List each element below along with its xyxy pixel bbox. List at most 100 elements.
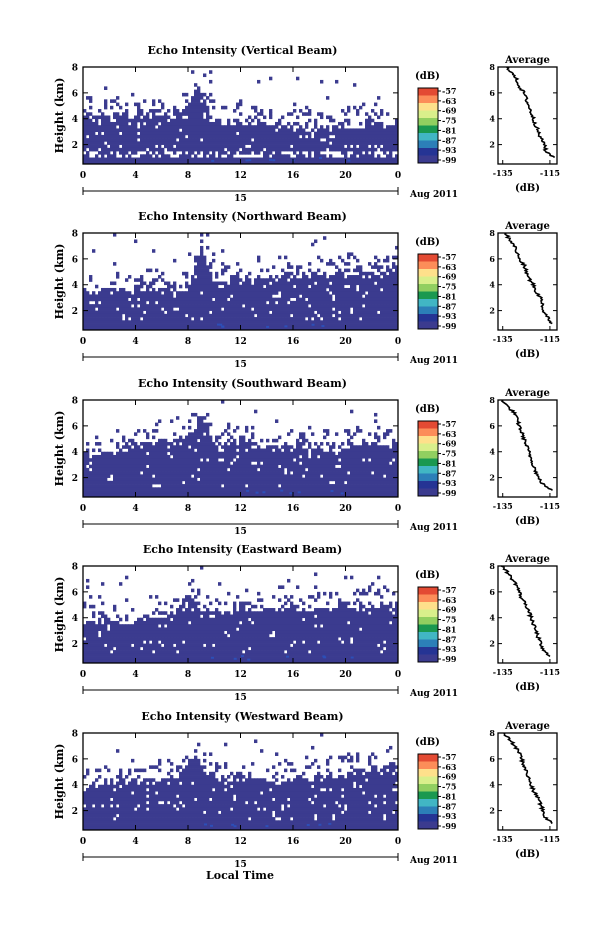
x-tick-label: 0 xyxy=(395,670,401,680)
x-tick-label: 4 xyxy=(132,504,138,514)
average-y-label: 6 xyxy=(489,587,495,597)
low-echo-mark xyxy=(210,824,214,827)
colorbar-frame xyxy=(417,253,439,330)
colorbar-tick-label: -75 xyxy=(442,282,456,292)
colorbar-tick-label: -69 xyxy=(442,272,457,282)
x-tick-label: 0 xyxy=(395,837,401,847)
y-tick-label: 2 xyxy=(72,807,78,817)
colorbar-tick-label: -75 xyxy=(442,615,456,625)
average-y-label: 8 xyxy=(489,561,495,571)
x-tick-label: 12 xyxy=(234,504,247,514)
date-day-label: 15 xyxy=(234,860,247,870)
colorbar-tick-label: -87 xyxy=(442,634,456,644)
y-tick-label: 4 xyxy=(72,614,78,624)
colorbar-segment xyxy=(418,148,438,156)
low-echo-mark xyxy=(248,159,252,162)
average-x-axis-label: (dB) xyxy=(515,682,540,693)
x-tick-label: 4 xyxy=(132,337,138,347)
y-tick-label: 4 xyxy=(72,781,78,791)
low-echo-mark xyxy=(297,491,301,494)
low-echo-mark xyxy=(216,323,220,326)
colorbar-segment xyxy=(418,473,438,482)
colorbar-segment xyxy=(418,754,438,762)
average-frame xyxy=(497,732,558,831)
colorbar-segment xyxy=(418,458,438,467)
colorbar-tick-label: -81 xyxy=(442,291,456,301)
colorbar-tick-label: -87 xyxy=(442,301,456,311)
low-echo-mark xyxy=(306,823,310,826)
low-echo-mark xyxy=(323,656,327,659)
x-tick-label: 20 xyxy=(339,171,352,181)
colorbar-unit: (dB) xyxy=(415,404,440,415)
colorbar-segment xyxy=(418,291,438,300)
colorbar-segment xyxy=(418,125,438,134)
y-axis-label: Height (km) xyxy=(53,577,66,653)
colorbar-tick-label: -99 xyxy=(442,488,457,498)
colorbar-tick-label: -57 xyxy=(442,86,456,96)
average-title: Average xyxy=(504,55,550,66)
x-tick-label: 16 xyxy=(287,670,300,680)
average-title: Average xyxy=(504,388,550,399)
y-tick-label: 4 xyxy=(72,448,78,458)
colorbar-segment xyxy=(418,639,438,648)
x-tick-label: 8 xyxy=(185,337,191,347)
low-echo-mark xyxy=(266,325,270,328)
low-echo-mark xyxy=(221,325,225,328)
colorbar-tick-label: -75 xyxy=(442,116,456,126)
colorbar-segment xyxy=(418,443,438,452)
colorbar-segment xyxy=(418,284,438,292)
y-tick-label: 8 xyxy=(72,64,78,74)
low-echo-mark xyxy=(319,156,322,159)
low-echo-mark xyxy=(262,491,266,494)
average-x-label: -135 xyxy=(493,334,513,344)
echo-field xyxy=(83,70,399,165)
y-tick-label: 6 xyxy=(72,588,78,598)
average-y-label: 2 xyxy=(489,306,495,316)
average-x-label: -115 xyxy=(540,667,560,677)
echo-field xyxy=(83,733,399,831)
low-echo-mark xyxy=(255,491,259,494)
colorbar-tick-label: -63 xyxy=(442,595,457,605)
panel-title: Echo Intensity (Westward Beam) xyxy=(141,710,343,723)
colorbar-segment xyxy=(418,594,438,603)
x-tick-label: 16 xyxy=(287,837,300,847)
x-tick-label: 0 xyxy=(80,171,86,181)
y-tick-label: 6 xyxy=(72,89,78,99)
average-y-label: 4 xyxy=(489,114,495,124)
colorbar-segment xyxy=(418,321,438,330)
colorbar-frame xyxy=(417,753,439,830)
low-echo-mark xyxy=(328,822,332,825)
panel-1: Echo Intensity (Vertical Beam) 8 6 4 2 Height… xyxy=(53,44,560,204)
y-axis-label: Height (km) xyxy=(53,744,66,820)
y-axis-label: Height (km) xyxy=(53,411,66,487)
colorbar-segment xyxy=(418,428,438,437)
x-tick-label: 0 xyxy=(80,670,86,680)
colorbar-tick-label: -63 xyxy=(442,96,457,106)
average-y-label: 2 xyxy=(489,806,495,816)
low-echo-mark xyxy=(318,823,322,826)
low-echo-mark xyxy=(321,325,325,328)
colorbar-segment xyxy=(418,133,438,141)
x-tick-label: 8 xyxy=(185,670,191,680)
date-day-label: 15 xyxy=(234,693,247,703)
average-y-label: 6 xyxy=(489,421,495,431)
x-tick-label: 0 xyxy=(80,837,86,847)
y-tick-label: 6 xyxy=(72,422,78,432)
x-tick-label: 12 xyxy=(234,670,247,680)
colorbar-segment xyxy=(418,436,438,444)
colorbar-segment xyxy=(418,306,438,315)
y-tick-label: 8 xyxy=(72,730,78,740)
colorbar-segment xyxy=(418,814,438,822)
average-y-label: 6 xyxy=(489,88,495,98)
low-echo-mark xyxy=(286,655,290,658)
colorbar-segment xyxy=(418,95,438,104)
colorbar-tick-label: -93 xyxy=(442,145,457,155)
date-label: Aug 2011 xyxy=(409,523,458,533)
date-label: Aug 2011 xyxy=(409,356,458,366)
colorbar-segment xyxy=(418,769,438,777)
colorbar-tick-label: -63 xyxy=(442,429,457,439)
colorbar-segment xyxy=(418,299,438,307)
y-tick-label: 2 xyxy=(72,474,78,484)
average-x-label: -115 xyxy=(540,834,560,844)
colorbar-unit: (dB) xyxy=(415,71,440,82)
